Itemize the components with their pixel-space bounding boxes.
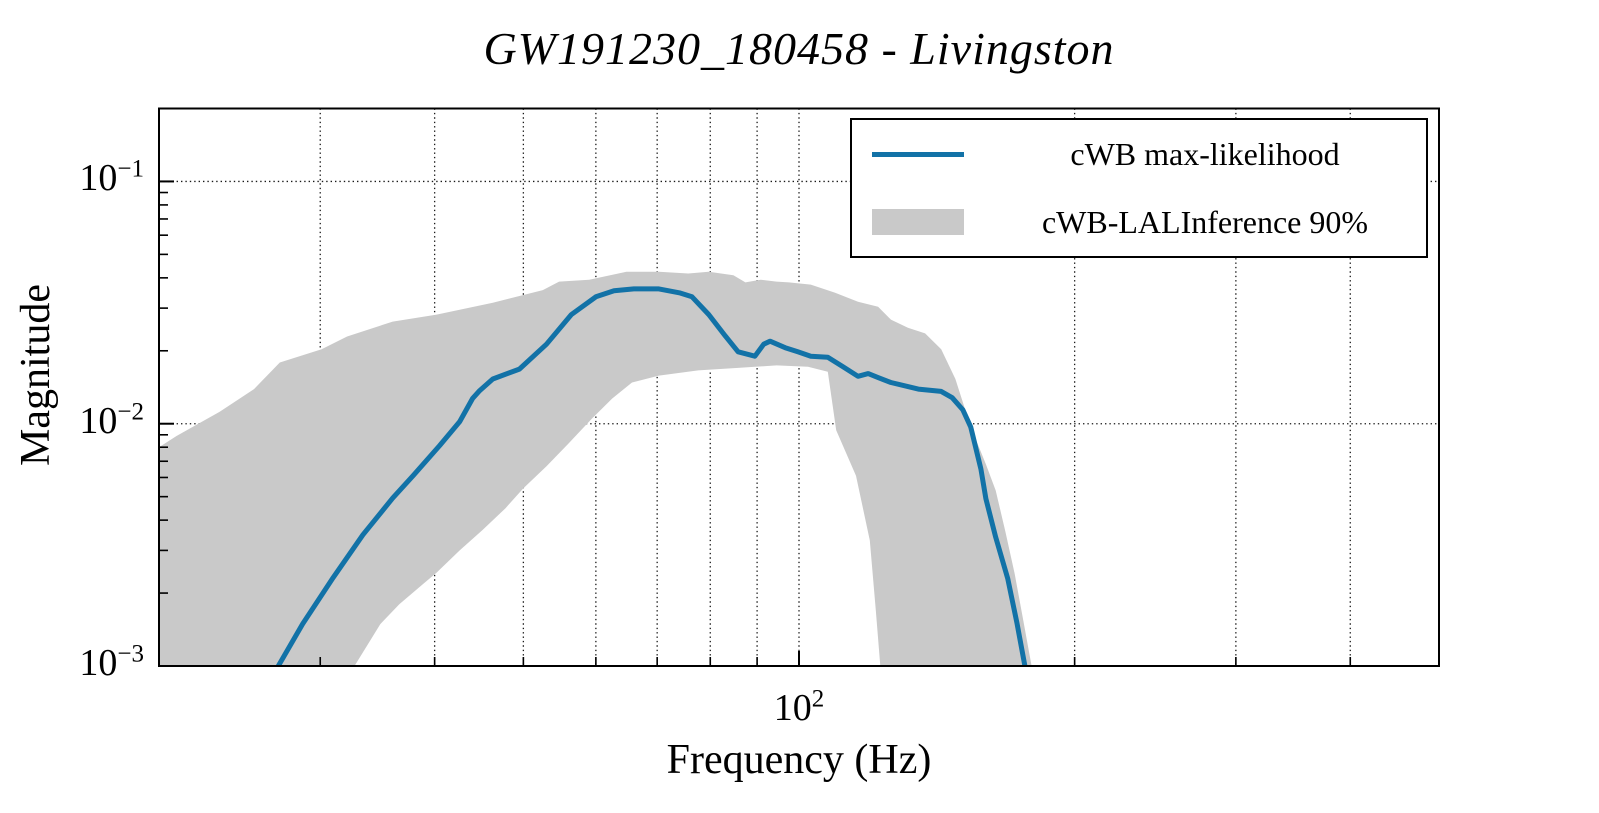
legend-item-max-likelihood: cWB max-likelihood xyxy=(852,120,1426,188)
legend-label: cWB max-likelihood xyxy=(1070,135,1340,172)
legend-line-swatch xyxy=(872,151,964,157)
legend-item-confidence-band: cWB-LALInference 90% xyxy=(852,188,1426,256)
x-axis-label: Frequency (Hz) xyxy=(666,737,932,783)
legend-band-swatch xyxy=(872,209,964,235)
y-tick-label: 10−2 xyxy=(79,398,144,442)
y-tick-label: 10−3 xyxy=(79,640,144,684)
y-tick-label: 10−1 xyxy=(79,155,144,200)
chart-title: GW191230_180458 - Livingston xyxy=(483,23,1115,74)
legend-label: cWB-LALInference 90% xyxy=(1041,203,1369,240)
legend: cWB max-likelihood cWB-LALInference 90% xyxy=(850,118,1428,258)
x-tick-label: 102 xyxy=(773,685,825,729)
